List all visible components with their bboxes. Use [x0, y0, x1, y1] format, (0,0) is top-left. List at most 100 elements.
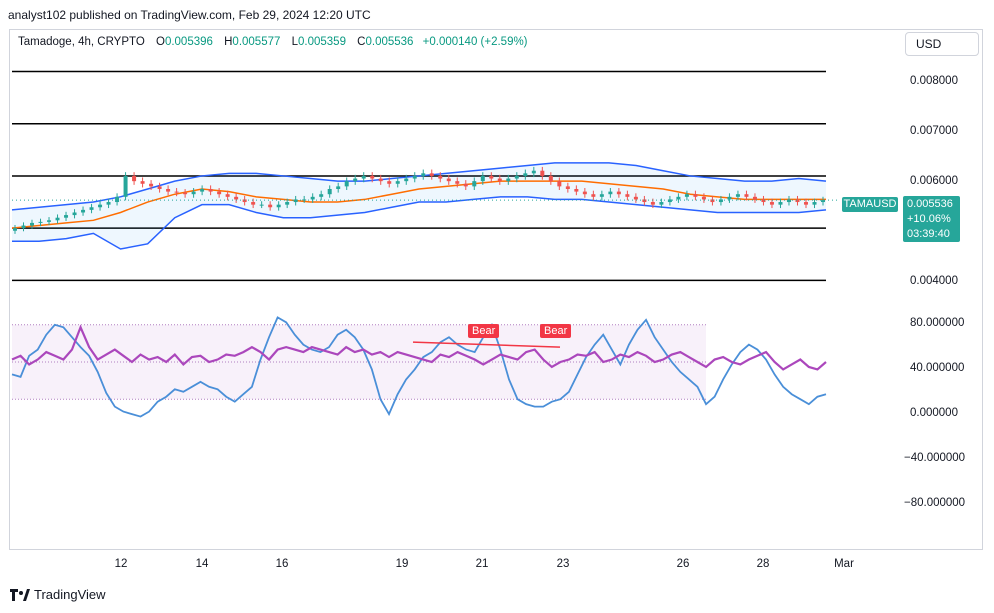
candle-body: [353, 178, 358, 182]
candle-body: [242, 199, 247, 203]
candle-body: [650, 202, 655, 205]
candle-body: [319, 194, 324, 197]
tradingview-logo-icon: [10, 588, 30, 601]
rsi-tick: 40.000000: [910, 362, 965, 374]
candle-body: [251, 202, 256, 205]
candle-body: [174, 191, 179, 193]
change-value: +0.000140 (+2.59%): [422, 36, 528, 48]
candle-body: [582, 191, 587, 195]
candle-body: [183, 192, 188, 195]
candle-body: [523, 173, 528, 176]
candle-body: [676, 196, 681, 200]
close-value: 0.005536: [365, 36, 414, 48]
candle-body: [659, 202, 664, 205]
bollinger-lower-line: [12, 196, 827, 250]
candle-body: [293, 199, 298, 203]
candle-body: [735, 194, 740, 197]
rsi-tick: −40.000000: [904, 452, 966, 464]
candle-body: [489, 175, 494, 179]
footer-brand: TradingView: [10, 587, 106, 602]
candle-body: [701, 196, 706, 200]
bear-signal-tag: Bear: [468, 324, 500, 338]
candle-body: [752, 196, 757, 200]
candle-body: [208, 188, 213, 192]
candle-body: [786, 199, 791, 203]
close-label: C: [357, 36, 366, 48]
candle-body: [132, 175, 137, 182]
candle-body: [149, 183, 154, 187]
candle-body: [514, 175, 519, 179]
candle-body: [310, 196, 315, 200]
rsi-line: [11, 324, 827, 371]
brand-name: TradingView: [34, 587, 106, 602]
bollinger-upper-line: [11, 162, 827, 211]
stochastic-line: [11, 316, 827, 418]
candle-body: [412, 175, 417, 179]
candle-body: [667, 199, 672, 203]
candle-body: [727, 196, 732, 200]
candle-body: [795, 199, 800, 203]
candle-body: [115, 196, 120, 203]
candle-body: [574, 188, 579, 192]
candle-body: [64, 215, 69, 218]
ticker-label: TAMAUSD: [842, 197, 898, 212]
candle-body: [744, 194, 749, 197]
candle-body: [268, 204, 273, 208]
rsi-tick: 0.000000: [910, 407, 958, 419]
candle-body: [761, 199, 766, 203]
candle-body: [200, 188, 205, 192]
candle-body: [506, 178, 511, 182]
last-price-box: 0.005536 +10.06% 03:39:40: [903, 196, 960, 242]
bear-signal-tag: Bear: [540, 324, 572, 338]
candle-body: [803, 202, 808, 205]
candle-body: [625, 194, 630, 197]
candle-body: [710, 199, 715, 203]
date-tick: 21: [475, 558, 489, 570]
candle-body: [540, 170, 545, 176]
candle-body: [81, 209, 86, 213]
price-tick: 0.006000: [910, 175, 958, 187]
low-value: 0.005359: [298, 36, 346, 48]
candle-body: [531, 170, 536, 174]
open-label: O: [155, 36, 165, 48]
candle-body: [812, 202, 817, 205]
date-tick: Mar: [834, 558, 854, 570]
candle-body: [778, 202, 783, 205]
divergence-line: [412, 341, 561, 348]
candle-body: [557, 181, 562, 187]
candle-body: [259, 204, 264, 206]
candle-body: [55, 217, 60, 221]
candle-body: [378, 178, 383, 182]
rsi-tick: −80.000000: [904, 497, 966, 509]
candle-body: [608, 191, 613, 195]
candle-body: [599, 194, 604, 197]
candle-body: [336, 186, 341, 189]
candle-body: [327, 188, 332, 195]
candle-body: [191, 191, 196, 195]
candle-body: [370, 175, 375, 179]
candle-body: [421, 173, 426, 176]
date-tick: 19: [395, 558, 409, 570]
candle-body: [455, 181, 460, 184]
rsi-tick: 80.000000: [910, 317, 965, 329]
date-tick: 14: [195, 558, 209, 570]
candle-body: [21, 225, 26, 229]
candle-body: [497, 178, 502, 182]
price-tick: 0.008000: [910, 75, 958, 87]
currency-button[interactable]: USD: [905, 32, 979, 56]
candle-body: [438, 175, 443, 179]
candle-body: [285, 202, 290, 205]
open-value: 0.005396: [164, 36, 213, 48]
last-price: 0.005536: [907, 198, 953, 210]
bollinger-middle-line: [11, 180, 826, 229]
candle-body: [821, 200, 825, 203]
candle-body: [769, 202, 774, 205]
candle-body: [30, 222, 35, 226]
candle-body: [234, 196, 239, 200]
candle-body: [98, 204, 103, 208]
low-label: L: [291, 36, 298, 48]
rsi-band-fill: [12, 324, 706, 400]
candle-body: [429, 173, 434, 176]
date-tick: 26: [676, 558, 690, 570]
